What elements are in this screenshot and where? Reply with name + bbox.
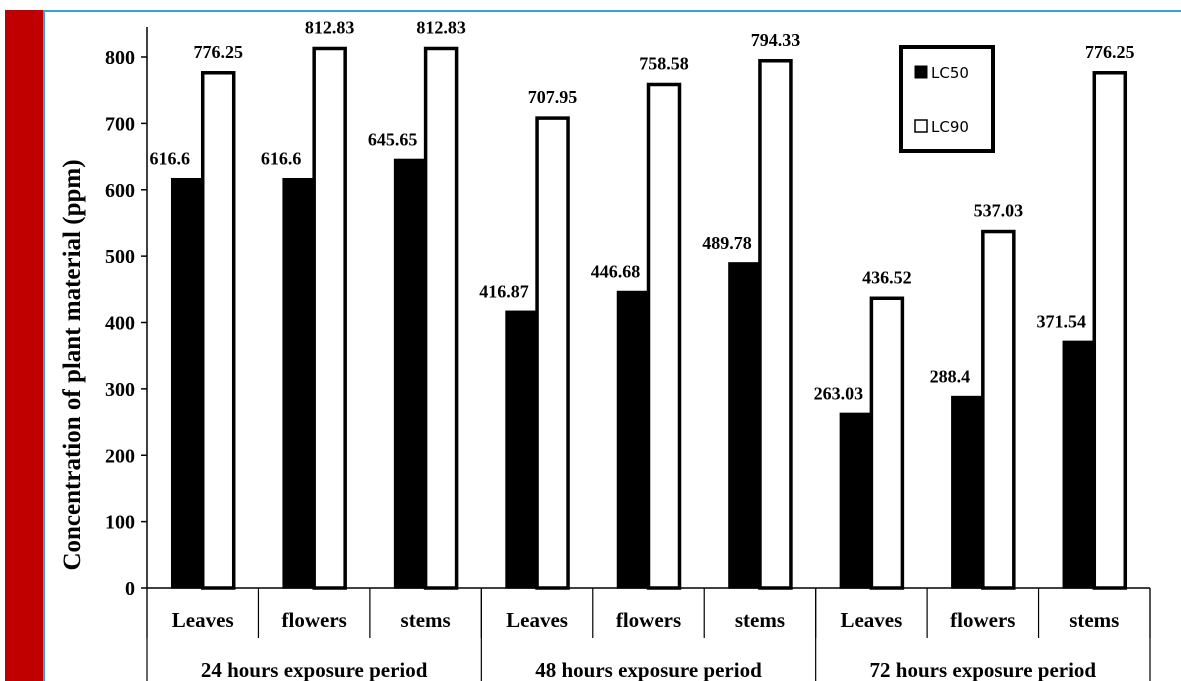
data-label-lc50: 263.03 bbox=[814, 383, 864, 403]
bar-lc50 bbox=[728, 262, 761, 589]
data-label-lc50: 371.54 bbox=[1037, 311, 1087, 331]
data-label-lc50: 616.6 bbox=[261, 149, 302, 169]
bars bbox=[170, 46, 1128, 590]
x-category-label: Leaves bbox=[840, 608, 902, 632]
bar-lc90 bbox=[312, 46, 347, 590]
data-label-lc50: 645.65 bbox=[368, 129, 418, 149]
x-category-label: stems bbox=[401, 608, 451, 632]
bar-lc90 bbox=[981, 229, 1016, 590]
x-category-label: Leaves bbox=[506, 608, 568, 632]
y-tick-label: 400 bbox=[105, 313, 135, 335]
x-category-label: stems bbox=[1069, 608, 1119, 632]
data-label-lc50: 489.78 bbox=[702, 233, 752, 253]
value-labels: 616.6 776.25 616.6 812.83 645.65 812.83 416.87… bbox=[149, 17, 1134, 403]
bar-lc90 bbox=[535, 116, 570, 590]
y-tick-label: 100 bbox=[105, 512, 135, 534]
bar-lc90 bbox=[758, 59, 793, 590]
x-axis-labels: Leaves flowers stems Leaves flowers stems Leav… bbox=[172, 608, 1120, 681]
x-category-label: flowers bbox=[950, 608, 1015, 632]
data-label-lc90: 776.25 bbox=[193, 42, 243, 62]
legend-swatch-lc50 bbox=[914, 65, 928, 79]
data-label-lc50: 288.4 bbox=[930, 367, 971, 387]
bar-lc90 bbox=[1092, 71, 1128, 590]
legend-swatch-lc90 bbox=[914, 119, 928, 133]
y-tick-label: 500 bbox=[105, 246, 135, 268]
bar-lc50 bbox=[282, 177, 315, 589]
left-border bbox=[43, 10, 45, 681]
bar-lc90 bbox=[869, 296, 905, 590]
bar-lc50 bbox=[505, 310, 538, 589]
data-label-lc90: 812.83 bbox=[305, 17, 355, 37]
bar-lc50 bbox=[951, 395, 984, 589]
x-group-label: 72 hours exposure period bbox=[870, 658, 1097, 681]
data-label-lc90: 537.03 bbox=[974, 201, 1024, 221]
x-group-label: 48 hours exposure period bbox=[535, 658, 762, 681]
y-tick-label: 700 bbox=[105, 113, 135, 135]
bar-lc90 bbox=[423, 46, 459, 590]
data-label-lc90: 776.25 bbox=[1085, 42, 1135, 62]
bar-lc90 bbox=[646, 82, 682, 590]
y-tick-label: 800 bbox=[105, 47, 135, 69]
data-label-lc90: 812.83 bbox=[416, 17, 466, 37]
x-group-label: 24 hours exposure period bbox=[201, 658, 428, 681]
y-tick-label: 600 bbox=[105, 180, 135, 202]
bar-lc50 bbox=[1062, 340, 1096, 589]
data-label-lc50: 446.68 bbox=[591, 262, 641, 282]
decorative-red-bar bbox=[5, 10, 43, 681]
data-label-lc50: 416.87 bbox=[479, 281, 529, 301]
y-axis-title: Concentration of plant material (ppm) bbox=[59, 159, 86, 570]
x-category-label: flowers bbox=[282, 608, 347, 632]
data-label-lc50: 616.6 bbox=[149, 149, 190, 169]
data-label-lc90: 758.58 bbox=[639, 53, 689, 73]
bar-lc50 bbox=[616, 290, 650, 589]
x-category-label: flowers bbox=[616, 608, 681, 632]
top-border bbox=[43, 10, 1181, 12]
y-tick-label: 0 bbox=[125, 578, 135, 600]
x-category-label: stems bbox=[735, 608, 785, 632]
legend-label-lc90: LC90 bbox=[931, 118, 969, 136]
bar-lc50 bbox=[393, 158, 427, 589]
data-label-lc90: 707.95 bbox=[528, 87, 578, 107]
data-label-lc90: 436.52 bbox=[862, 267, 912, 287]
bar-lc50 bbox=[839, 412, 873, 589]
bar-lc50 bbox=[170, 177, 204, 589]
legend-label-lc50: LC50 bbox=[931, 64, 969, 82]
y-tick-label: 200 bbox=[105, 445, 135, 467]
bar-lc90 bbox=[200, 71, 236, 590]
legend: LC50 LC90 bbox=[899, 45, 995, 153]
y-tick-label: 300 bbox=[105, 379, 135, 401]
x-category-label: Leaves bbox=[172, 608, 234, 632]
data-label-lc90: 794.33 bbox=[751, 30, 801, 50]
